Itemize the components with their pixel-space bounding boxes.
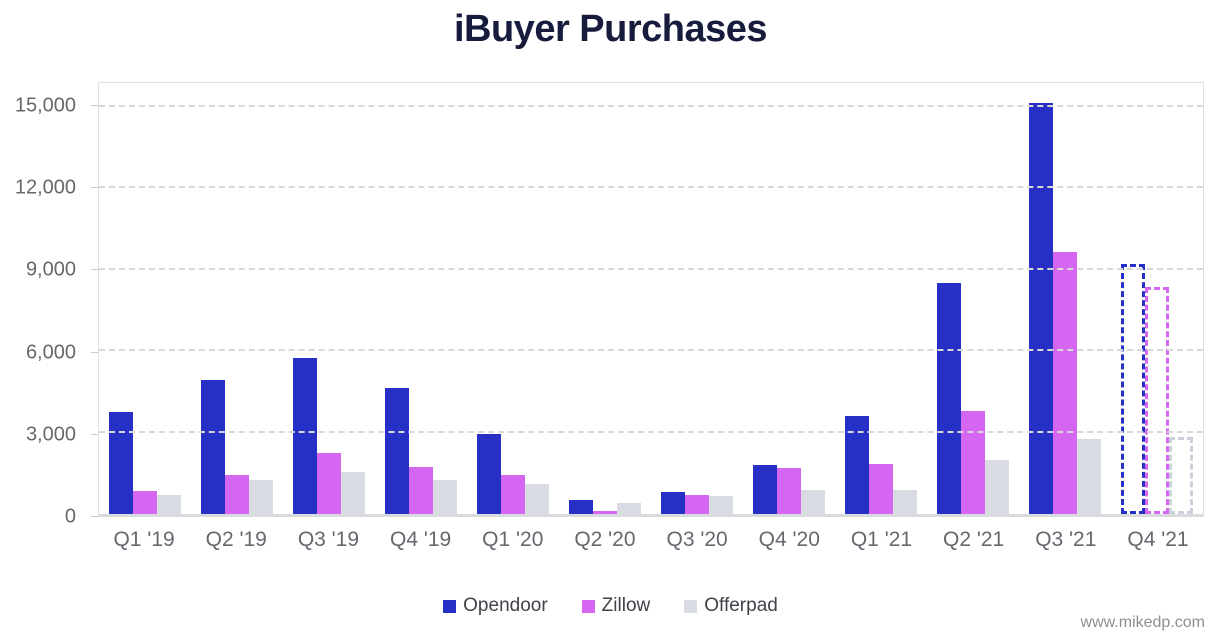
gridline xyxy=(99,186,1203,189)
y-axis-tick-mark xyxy=(91,433,98,435)
x-axis-label: Q1 '21 xyxy=(850,528,913,551)
x-axis-label: Q2 '21 xyxy=(943,528,1005,551)
legend-label: Zillow xyxy=(601,595,651,616)
x-axis-label: Q4 '21 xyxy=(1127,528,1189,551)
y-axis-tick-label: 6,000 xyxy=(25,341,76,364)
bar-groups-container xyxy=(99,83,1203,514)
x-axis-label: Q2 '19 xyxy=(205,528,267,551)
bar-opendoor-forecast xyxy=(1121,264,1145,514)
bar-offerpad xyxy=(709,496,733,514)
gridline xyxy=(99,349,1203,352)
legend-label: Offerpad xyxy=(704,595,778,616)
gridline xyxy=(99,430,1203,433)
bar-group xyxy=(375,83,467,514)
y-axis-tick-label: 0 xyxy=(64,505,76,528)
legend-swatch-opendoor xyxy=(443,599,457,613)
y-axis-tick-label: 3,000 xyxy=(25,423,76,446)
bar-group xyxy=(1111,83,1203,514)
gridline xyxy=(99,104,1203,107)
bar-opendoor xyxy=(753,465,777,514)
bar-offerpad xyxy=(801,489,825,514)
bar-group xyxy=(191,83,283,514)
bar-opendoor xyxy=(477,433,501,514)
bar-group xyxy=(927,83,1019,514)
bar-group xyxy=(1019,83,1111,514)
bar-group xyxy=(467,83,559,514)
bar-opendoor xyxy=(293,357,317,514)
chart-title: iBuyer Purchases xyxy=(453,8,768,50)
bar-zillow xyxy=(685,495,709,514)
bar-offerpad xyxy=(433,480,457,514)
bar-zillow xyxy=(1053,252,1077,514)
x-axis-label: Q3 '20 xyxy=(666,528,728,551)
bar-offerpad xyxy=(985,459,1009,514)
bar-zillow xyxy=(501,474,525,514)
bar-zillow xyxy=(869,463,893,514)
y-axis-tick-label: 15,000 xyxy=(14,94,76,117)
bar-zillow xyxy=(409,466,433,514)
x-axis-label: Q1 '19 xyxy=(113,528,175,551)
y-axis-tick-mark xyxy=(91,269,98,271)
bar-group xyxy=(559,83,651,514)
bar-group xyxy=(283,83,375,514)
bar-opendoor xyxy=(385,387,409,514)
watermark: www.mikedp.com xyxy=(1080,614,1205,631)
bar-offerpad xyxy=(525,484,549,514)
bar-offerpad xyxy=(893,489,917,514)
legend-item-opendoor: Opendoor xyxy=(443,595,548,617)
bar-zillow xyxy=(777,467,801,514)
bar-zillow xyxy=(133,491,157,514)
bar-zillow xyxy=(225,474,249,514)
bar-opendoor xyxy=(569,500,593,514)
x-axis-label: Q2 '20 xyxy=(574,528,636,551)
y-axis-tick-label: 12,000 xyxy=(14,176,76,199)
bar-offerpad xyxy=(341,471,365,514)
bar-opendoor xyxy=(201,379,225,514)
y-axis-tick-mark xyxy=(91,516,98,517)
y-axis-tick-label: 9,000 xyxy=(25,258,76,281)
bar-offerpad xyxy=(617,503,641,514)
bar-offerpad-forecast xyxy=(1169,436,1193,514)
legend-item-offerpad: Offerpad xyxy=(684,595,778,617)
x-axis-label: Q1 '20 xyxy=(482,528,544,551)
legend-swatch-offerpad xyxy=(684,599,698,613)
legend: Opendoor Zillow Offerpad xyxy=(0,595,1221,617)
chart-plot-area xyxy=(98,82,1204,517)
bar-opendoor xyxy=(937,283,961,514)
bar-opendoor xyxy=(661,492,685,514)
gridline xyxy=(99,267,1203,270)
x-axis-label: Q4 '19 xyxy=(389,528,452,551)
x-axis-label: Q3 '21 xyxy=(1035,528,1097,551)
x-axis-label: Q3 '19 xyxy=(297,528,360,551)
bar-zillow xyxy=(317,452,341,514)
bar-opendoor xyxy=(109,412,133,514)
legend-label: Opendoor xyxy=(463,595,548,616)
x-axis: Q1 '19 Q2 '19 Q3 '19 Q4 '19 Q1 '20 Q2 '20 Q3 '… xyxy=(98,528,1204,562)
bar-group xyxy=(835,83,927,514)
bar-offerpad xyxy=(157,495,181,514)
bar-group xyxy=(743,83,835,514)
bar-zillow xyxy=(593,511,617,514)
legend-item-zillow: Zillow xyxy=(581,595,651,617)
bar-offerpad xyxy=(249,480,273,514)
bar-group xyxy=(651,83,743,514)
bar-opendoor xyxy=(1029,102,1053,514)
legend-swatch-zillow xyxy=(581,599,595,613)
bar-offerpad xyxy=(1077,439,1101,514)
x-axis-label: Q4 '20 xyxy=(758,528,820,551)
y-axis: 0 3,000 6,000 9,000 12,000 15,000 xyxy=(0,82,98,528)
bar-group xyxy=(99,83,191,514)
bar-zillow xyxy=(961,410,985,514)
y-axis-tick-mark xyxy=(91,104,98,106)
bar-zillow-forecast xyxy=(1145,287,1169,514)
y-axis-tick-mark xyxy=(91,187,98,189)
y-axis-tick-mark xyxy=(91,351,98,353)
